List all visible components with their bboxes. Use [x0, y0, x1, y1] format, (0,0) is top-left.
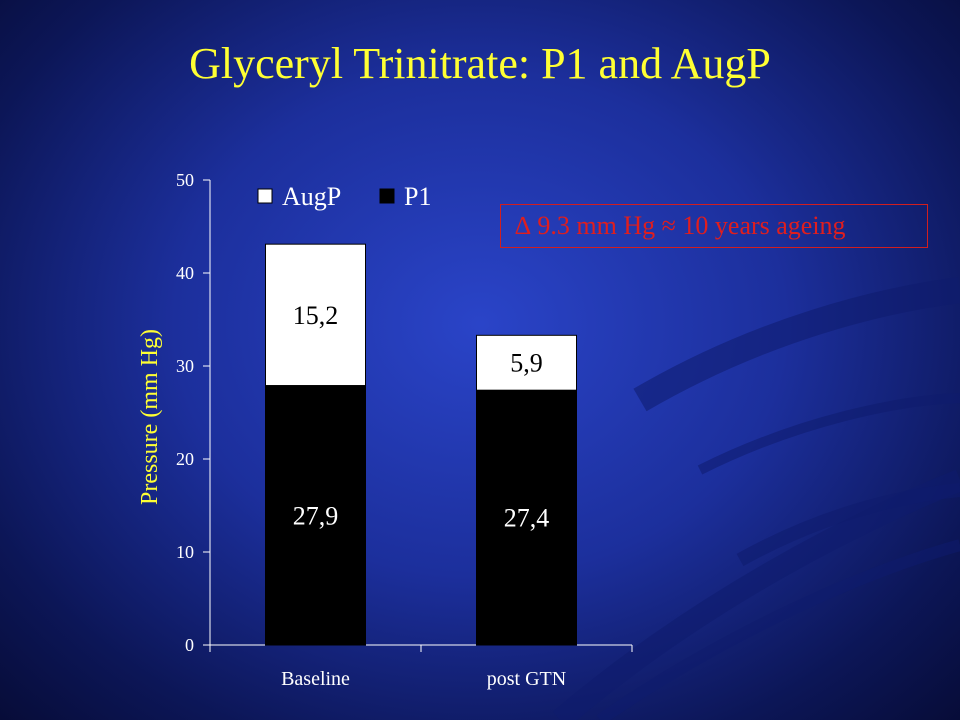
y-tick-label: 40	[176, 263, 194, 283]
ageing-annotation: ∆ 9.3 mm Hg ≈ 10 years ageing	[500, 204, 928, 248]
data-label-augp: 15,2	[293, 301, 339, 330]
data-label-p1: 27,9	[293, 501, 339, 530]
y-tick-label: 50	[176, 170, 194, 190]
x-category-label: post GTN	[487, 668, 566, 690]
y-tick-label: 10	[176, 542, 194, 562]
y-tick-label: 20	[176, 449, 194, 469]
slide-title: Glyceryl Trinitrate: P1 and AugP	[189, 39, 771, 88]
bar-p1	[476, 389, 577, 646]
chart-legend: AugP P1	[257, 182, 431, 211]
y-tick-label: 30	[176, 356, 194, 376]
data-label-p1: 27,4	[504, 504, 550, 533]
y-axis-label: Pressure (mm Hg)	[137, 329, 163, 505]
x-category-label: Baseline	[281, 668, 350, 690]
bar-p1	[265, 385, 366, 646]
chart-bars: 27,9 15,2 Baseline 27,4 5,9 post GTN	[265, 243, 577, 690]
legend-label-p1: P1	[404, 182, 431, 211]
legend-swatch-p1	[379, 188, 395, 204]
data-label-augp: 5,9	[510, 349, 543, 378]
legend-swatch-augp	[257, 188, 273, 204]
bar-augp	[476, 334, 577, 391]
chart-axes: 0 10 20 30 40 50	[176, 170, 633, 655]
bar-augp	[265, 243, 366, 387]
y-tick-label: 0	[185, 635, 194, 655]
legend-label-augp: AugP	[282, 182, 341, 211]
